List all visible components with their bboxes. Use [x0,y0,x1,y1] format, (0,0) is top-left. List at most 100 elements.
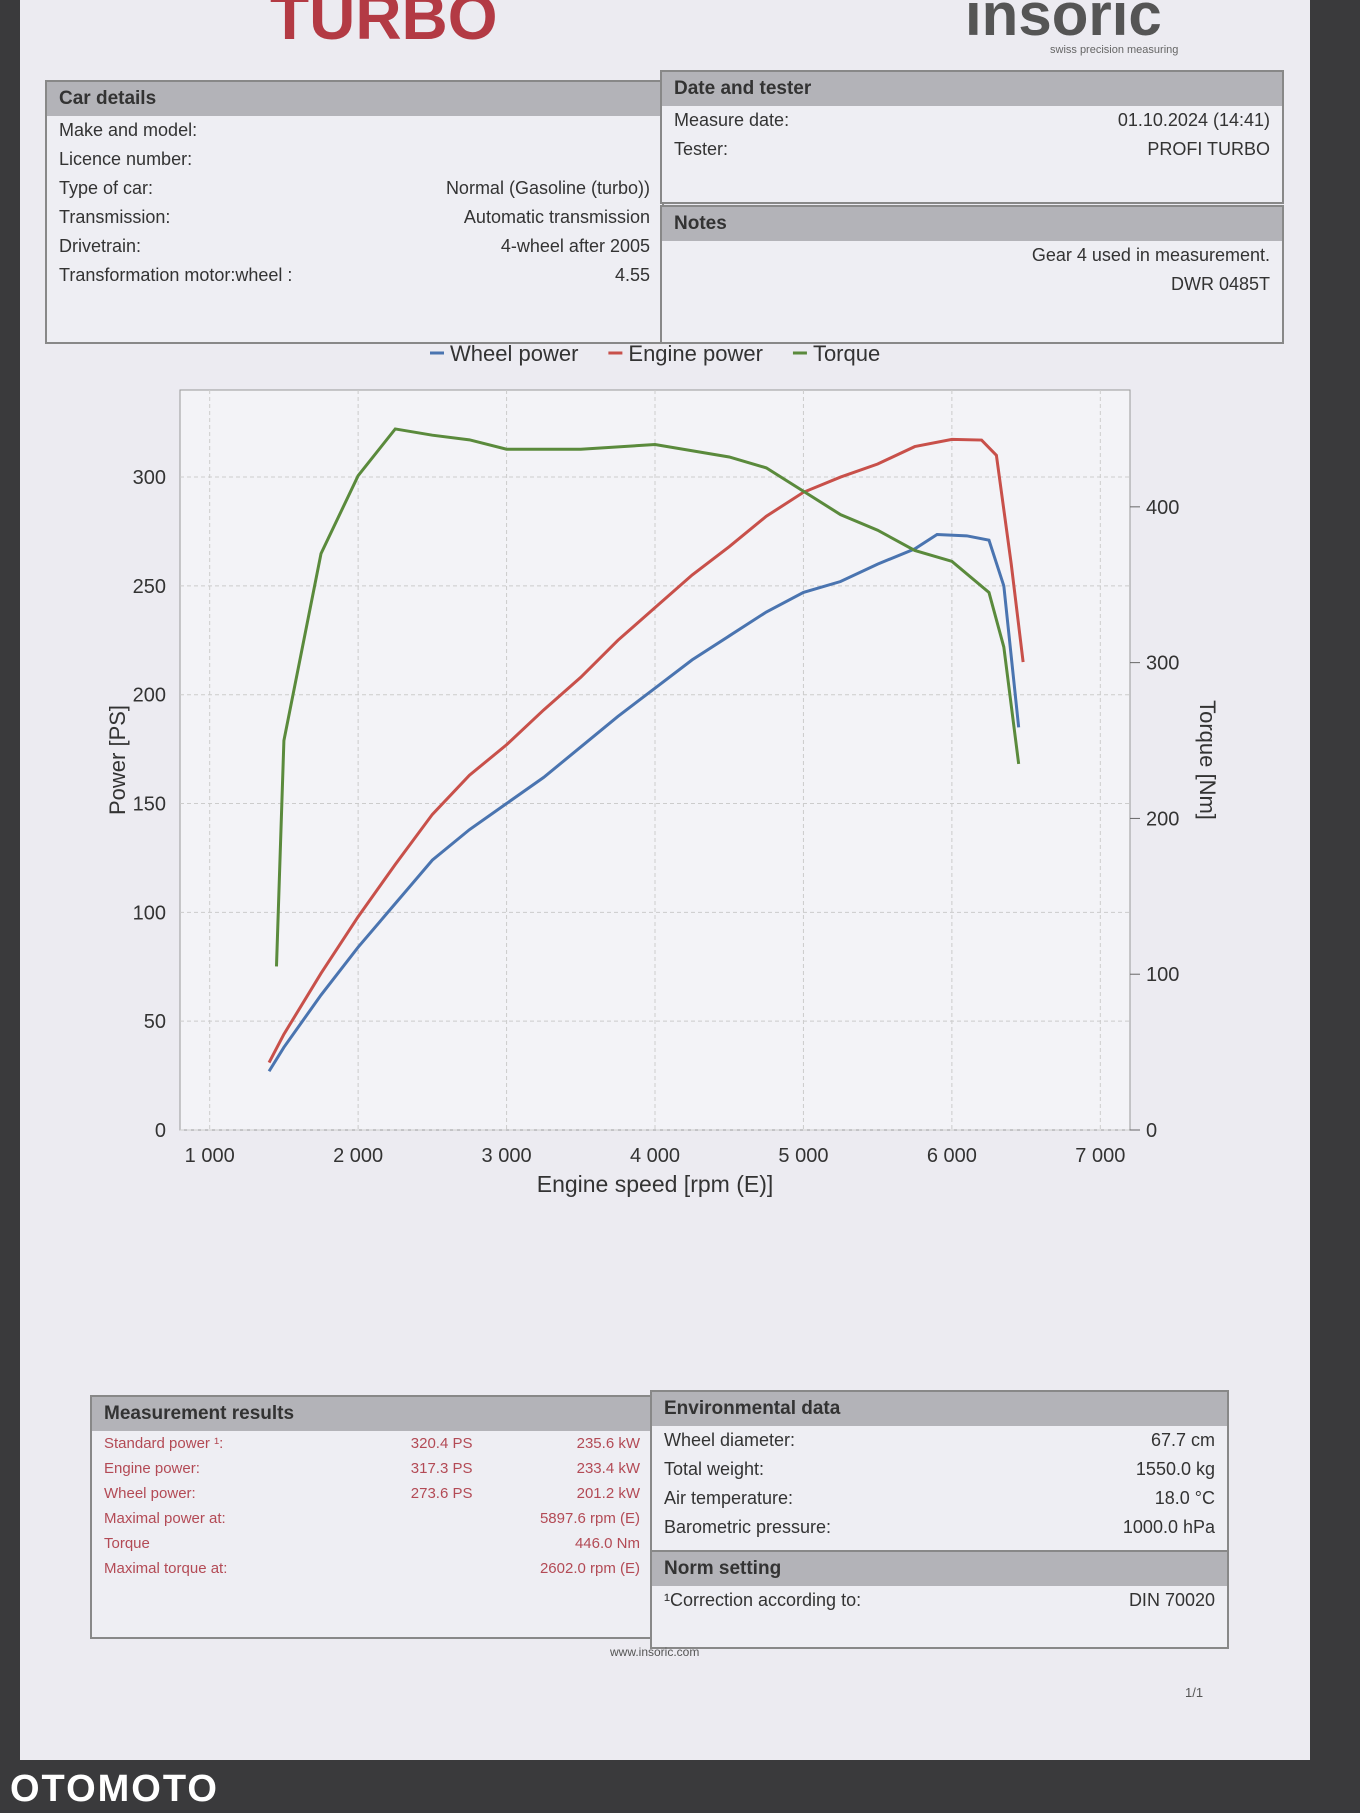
row: Licence number: [47,145,662,174]
y2-tick-label: 0 [1146,1120,1157,1142]
cell: Torque [104,1535,150,1552]
legend-label: Engine power [628,341,763,366]
y-tick-label: 300 [133,467,166,489]
x-tick-label: 2 000 [333,1145,383,1167]
y-tick-label: 50 [144,1011,166,1033]
y2-tick-label: 400 [1146,497,1179,519]
row: Barometric pressure: 1000.0 hPa [652,1513,1227,1542]
cell: Wheel power: [104,1485,196,1502]
cell: ¹Correction according to: [664,1590,862,1610]
legend-label: Wheel power [450,341,578,366]
y-axis-label: Power [PS] [105,705,130,815]
y-tick-label: 250 [133,576,166,598]
cell: PROFI TURBO [1147,139,1270,159]
norm-setting: Norm setting ¹Correction according to: DIN… [650,1550,1229,1649]
cell: 4.55 [614,265,650,285]
cell: Engine power: [104,1460,200,1477]
chart: 1 000 2 000 3 000 4 000 5 000 6 000 7 000 0 50 10… [105,341,1220,1197]
note-line: DWR 0485T [1170,274,1270,294]
section-title: Measurement results [92,1397,652,1431]
cell: Wheel diameter: [664,1430,796,1450]
cell: 5897.6 rpm (E) [539,1510,640,1527]
cell: Maximal torque at: [104,1560,228,1577]
y2-tick-label: 100 [1146,964,1179,986]
row: Torque 446.0 Nm [92,1531,652,1556]
cell: 235.6 kW [576,1435,640,1452]
cell: Total weight: [664,1459,765,1479]
y-tick-label: 100 [133,902,166,924]
cell: Type of car: [59,178,154,198]
cell: 317.3 PS [410,1460,473,1477]
note-line: Gear 4 used in measurement. [1031,245,1270,265]
cell: 446.0 Nm [574,1535,640,1552]
y-tick-label: 0 [155,1120,166,1142]
section-title: Environmental data [652,1392,1227,1426]
logo: insoric [965,0,1162,48]
cell: Licence number: [59,149,193,169]
cell: Tester: [674,139,729,159]
cell: 320.4 PS [410,1435,473,1452]
cell: Automatic transmission [463,207,650,227]
series-line [267,532,1021,1073]
cell: Drivetrain: [59,236,142,256]
series-line [267,437,1025,1064]
section-title: Date and tester [662,72,1282,106]
row: Transmission: Automatic transmission [47,203,662,232]
y2-axis-label: Torque [Nm] [1195,700,1220,820]
logo-tagline: swiss precision measuring [1050,44,1179,56]
cell: Make and model: [59,120,198,140]
x-tick-label: 1 000 [185,1145,235,1167]
row: Maximal torque at: 2602.0 rpm (E) [92,1556,652,1581]
legend-label: Torque [813,341,880,366]
row: Measure date: 01.10.2024 (14:41) [662,106,1282,135]
cell: 67.7 cm [1150,1430,1215,1450]
environmental-data: Environmental data Wheel diameter: 67.7 cm… [650,1390,1229,1554]
cell: Normal (Gasoline (turbo)) [445,178,650,198]
cell: 233.4 kW [576,1460,640,1477]
cell: 1000.0 hPa [1122,1517,1215,1537]
cell: Measure date: [674,110,790,130]
row: Drivetrain: 4-wheel after 2005 [47,232,662,261]
row: Maximal power at: 5897.6 rpm (E) [92,1506,652,1531]
row: ¹Correction according to: DIN 70020 [652,1586,1227,1615]
row: Standard power ¹: 320.4 PS 235.6 kW [92,1431,652,1456]
y-tick-label: 200 [133,685,166,707]
row: Make and model: [47,116,662,145]
cell: Transmission: [59,207,171,227]
car-details: Car details Make and model: Licence number… [45,80,664,344]
cell: Standard power ¹: [104,1435,224,1452]
notes: Notes Gear 4 used in measurement. DWR 0485… [660,205,1284,344]
x-tick-label: 3 000 [482,1145,532,1167]
cell: 273.6 PS [410,1485,473,1502]
cell: 201.2 kW [576,1485,640,1502]
cell: 4-wheel after 2005 [500,236,650,256]
cell: DIN 70020 [1128,1590,1215,1610]
section-title: Notes [662,207,1282,241]
measurement-results: Measurement results Standard power ¹: 320.… [90,1395,654,1639]
row: Total weight: 1550.0 kg [652,1455,1227,1484]
row: Engine power: 317.3 PS 233.4 kW [92,1456,652,1481]
watermark: OTOMOTO [10,1768,219,1810]
x-tick-label: 7 000 [1075,1145,1125,1167]
y2-tick-label: 300 [1146,653,1179,675]
row: Air temperature: 18.0 °C [652,1484,1227,1513]
cell: 1550.0 kg [1135,1459,1215,1479]
x-tick-label: 4 000 [630,1145,680,1167]
row: Wheel diameter: 67.7 cm [652,1426,1227,1455]
series-line [274,427,1021,967]
section-title: Car details [47,82,662,116]
row: Tester: PROFI TURBO [662,135,1282,164]
x-axis-label: Engine speed [rpm (E)] [537,1171,774,1197]
cell: Barometric pressure: [664,1517,832,1537]
cell: Transformation motor:wheel : [59,265,293,285]
y2-tick-label: 200 [1146,808,1179,830]
brand: TURBO [270,0,498,53]
cell: 2602.0 rpm (E) [539,1560,640,1577]
page-number: 1/1 [1185,1685,1204,1700]
cell: Air temperature: [664,1488,794,1508]
row: Transformation motor:wheel : 4.55 [47,261,662,290]
cell: 01.10.2024 (14:41) [1117,110,1270,130]
x-tick-label: 5 000 [778,1145,828,1167]
section-title: Norm setting [652,1552,1227,1586]
row: Type of car: Normal (Gasoline (turbo)) [47,174,662,203]
